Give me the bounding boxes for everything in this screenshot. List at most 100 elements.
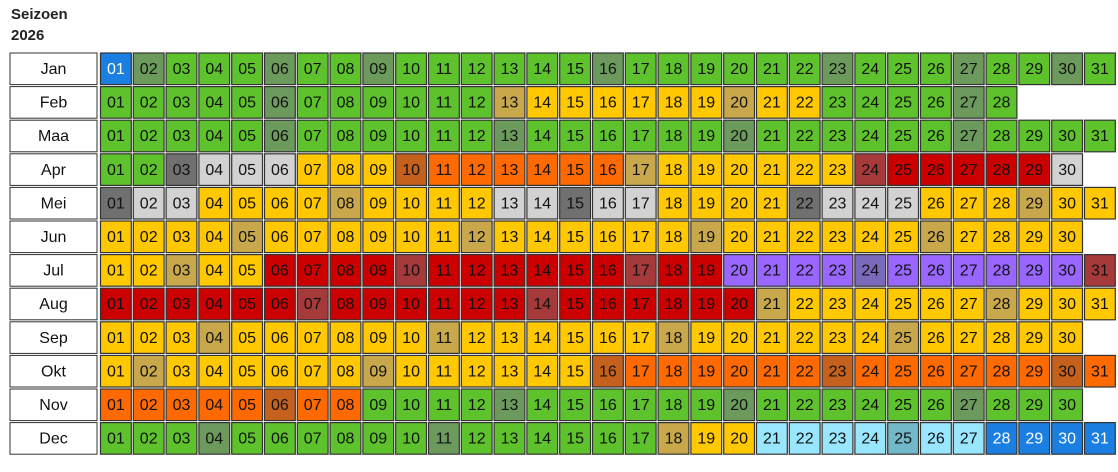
day-cell [263,85,296,119]
day-label: 04 [205,431,223,448]
day-label: 14 [533,397,551,414]
day-label: 09 [369,330,387,347]
day-label: 12 [468,330,486,347]
day-label: 04 [205,61,223,78]
day-cell [985,354,1018,388]
day-cell [395,354,428,388]
day-label: 30 [1058,162,1076,179]
day-cell [526,287,559,321]
day-cell [395,52,428,86]
day-label: 11 [436,397,453,414]
day-label: 23 [829,95,847,112]
day-label: 02 [140,162,158,179]
day-label: 28 [993,397,1011,414]
day-label: 12 [468,195,486,212]
day-cell [329,354,362,388]
day-cell [526,85,559,119]
day-cell [99,254,132,287]
day-cell [952,254,985,287]
day-label: 30 [1058,397,1076,414]
day-label: 11 [436,128,453,145]
day-cell [985,220,1018,254]
day-label: 25 [894,95,912,112]
day-cell [854,220,887,254]
day-label: 22 [796,229,814,246]
day-label: 07 [304,397,322,414]
day-cell [231,254,264,287]
day-label: 02 [140,195,158,212]
day-label: 01 [107,363,125,380]
day-cell [919,119,952,153]
day-cell [1083,254,1116,287]
day-label: 25 [894,162,912,179]
day-label: 22 [796,61,814,78]
day-label: 20 [730,330,748,347]
day-cell [657,321,690,354]
day-cell [755,119,788,153]
month-label: Jan [41,61,67,78]
day-cell [263,119,296,153]
day-cell [952,52,985,86]
day-label: 15 [566,263,584,280]
day-cell [591,220,624,254]
day-cell [132,186,165,220]
day-label: 14 [533,229,551,246]
day-label: 03 [173,363,191,380]
day-cell [460,354,493,388]
day-label: 10 [402,195,420,212]
day-label: 08 [337,431,355,448]
day-cell [395,321,428,354]
day-label: 16 [599,229,617,246]
day-cell [231,85,264,119]
day-label: 28 [993,330,1011,347]
day-label: 22 [796,263,814,280]
day-label: 17 [632,195,650,212]
day-label: 12 [468,61,486,78]
day-cell [132,388,165,422]
day-cell [1051,186,1084,220]
day-label: 07 [304,431,322,448]
day-cell [395,119,428,153]
day-cell [854,422,887,455]
day-cell [985,85,1018,119]
day-label: 14 [533,61,551,78]
day-cell [854,186,887,220]
day-label: 09 [369,363,387,380]
day-cell [821,388,854,422]
day-cell [362,321,395,354]
day-cell [1051,354,1084,388]
day-label: 19 [697,431,715,448]
day-cell [559,354,592,388]
day-label: 28 [993,263,1011,280]
day-cell [887,354,920,388]
day-cell [1018,321,1051,354]
day-cell [624,186,657,220]
day-cell [723,354,756,388]
day-label: 03 [173,162,191,179]
day-label: 08 [337,263,355,280]
day-cell [493,85,526,119]
day-cell [755,321,788,354]
day-label: 17 [632,397,650,414]
day-cell [821,254,854,287]
day-cell [395,254,428,287]
day-cell [723,388,756,422]
day-label: 03 [173,95,191,112]
day-label: 28 [993,128,1011,145]
day-cell [231,186,264,220]
day-label: 30 [1058,330,1076,347]
day-label: 24 [861,95,879,112]
day-cell [1018,354,1051,388]
day-cell [952,388,985,422]
day-cell [657,153,690,187]
day-label: 29 [1025,330,1043,347]
day-cell [132,85,165,119]
month-label: Aug [39,296,67,313]
day-cell [263,321,296,354]
day-label: 20 [730,61,748,78]
day-cell [854,153,887,187]
day-cell [296,287,329,321]
day-cell [99,153,132,187]
day-label: 29 [1025,229,1043,246]
